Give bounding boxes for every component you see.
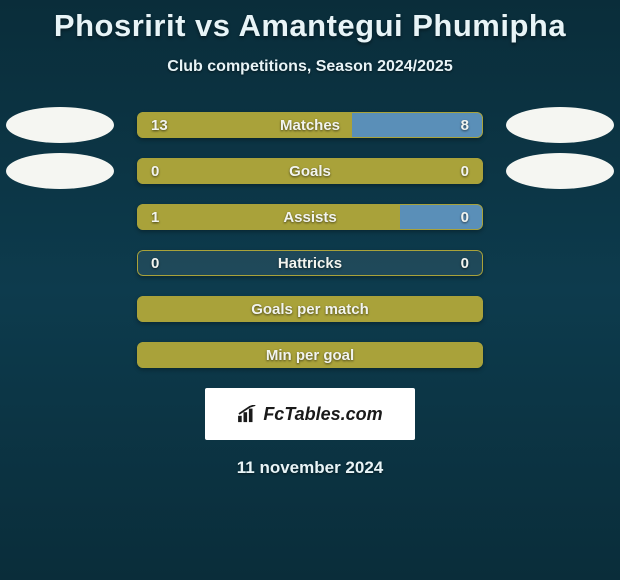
stat-value-right: 0 (461, 250, 469, 276)
bar-right (400, 204, 483, 230)
logo-icon (237, 405, 259, 423)
comparison-card: Phosririt vs Amantegui Phumipha Club com… (0, 0, 620, 580)
bar-left (137, 342, 483, 368)
stat-label: Hattricks (137, 250, 483, 276)
bar-wrap: 00Goals (137, 158, 483, 184)
avatar-left (6, 107, 114, 143)
stat-row: 10Assists (0, 204, 620, 230)
bar-wrap: 10Assists (137, 204, 483, 230)
bar-left (137, 158, 483, 184)
logo-text: FcTables.com (263, 404, 382, 425)
stat-row: Min per goal (0, 342, 620, 368)
stat-row: Goals per match (0, 296, 620, 322)
bar-left (137, 296, 483, 322)
logo: FcTables.com (237, 404, 382, 425)
bar-wrap: Goals per match (137, 296, 483, 322)
logo-box: FcTables.com (205, 388, 415, 440)
stat-row: 00Goals (0, 158, 620, 184)
bar-left (137, 204, 400, 230)
bar-wrap: 138Matches (137, 112, 483, 138)
bar-right (352, 112, 483, 138)
stat-rows: 138Matches 00Goals 10Assists 0 0Hattricks Goa… (0, 112, 620, 368)
avatar-left (6, 153, 114, 189)
subtitle: Club competitions, Season 2024/2025 (167, 58, 452, 76)
bar-left (137, 112, 352, 138)
bar-border (137, 250, 483, 276)
bar-wrap: 0 0Hattricks (137, 250, 483, 276)
stat-row: 138Matches (0, 112, 620, 138)
avatar-right (506, 153, 614, 189)
stat-value-left: 0 (151, 250, 159, 276)
bar-wrap: Min per goal (137, 342, 483, 368)
avatar-right (506, 107, 614, 143)
stat-row: 0 0Hattricks (0, 250, 620, 276)
date-label: 11 november 2024 (237, 458, 383, 478)
page-title: Phosririt vs Amantegui Phumipha (54, 8, 566, 44)
